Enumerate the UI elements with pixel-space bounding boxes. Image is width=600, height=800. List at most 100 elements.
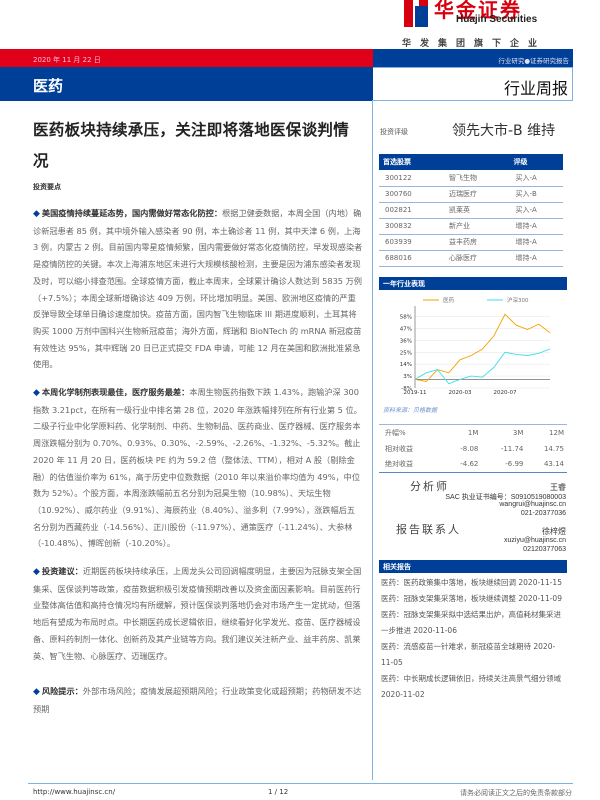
key-point-1: ◆ 美国疫情持续蔓延态势，国内需做好常态化防控：根据卫健委数据，本周全国（内地）确…	[33, 205, 363, 373]
cell: 相对收益	[385, 444, 413, 453]
table-row: 603939 益丰药房 增持-A	[379, 234, 563, 251]
sector-label: 医药	[0, 67, 373, 101]
report-category: 行业研究●证券研究报告	[373, 49, 573, 67]
y-tick-label: 36%	[400, 338, 412, 344]
table-row: 300122 智飞生物 买入-A	[379, 170, 563, 187]
returns-table: 升幅% 1M 3M 12M 相对收益 -8.08 -11.74 14.75 绝对收益 -4.6…	[379, 424, 567, 473]
stock-code: 300832	[379, 218, 444, 235]
page-title: 医药板块持续承压，关注即将落地医保谈判情况	[33, 121, 350, 170]
contact-phone: 02120377063	[523, 546, 566, 553]
key-point-text: 本周生物医药指数下跌 1.43%，跑输沪深 300 指数 3.21pct，在所有…	[33, 387, 362, 549]
stock-rating: 买入-A	[509, 170, 563, 187]
key-point-2: ◆ 本周化学制剂表现最佳，医疗服务最差：本周生物医药指数下跌 1.43%，跑输沪深…	[33, 384, 363, 552]
contact-email[interactable]: xuziyu@huajinsc.cn	[504, 537, 566, 544]
table-row: 300832 新产业 增持-A	[379, 218, 563, 235]
stock-rating: 增持-A	[509, 250, 563, 267]
y-tick-label: 3%	[403, 374, 412, 380]
cell: -4.62	[460, 460, 479, 469]
returns-header: 升幅%	[385, 428, 406, 437]
stock-code: 603939	[379, 234, 444, 251]
series-line-0	[414, 313, 551, 382]
related-report-item[interactable]: 医药：冠脉支架集采拟中选结果出炉，高值耗材集采进一步推进 2020-11-06	[381, 610, 561, 635]
contact-name: 徐梓煜	[542, 527, 566, 536]
related-reports-list: 医药：医药政策集中落地，板块继续回调 2020-11-15 医药：冠脉支架集采落地…	[381, 575, 567, 703]
chart-source: 资料来源：贝格数据	[383, 407, 438, 414]
stock-code: 300122	[379, 170, 444, 187]
th-stock: 首选股票	[379, 154, 444, 170]
stock-rating: 增持-A	[509, 218, 563, 235]
key-point-lead: 风险提示：	[41, 686, 83, 696]
contact-heading: 报告联系人	[396, 523, 461, 536]
stock-name: 心脉医疗	[443, 250, 510, 267]
related-report-item[interactable]: 医药：中长期成长逻辑依旧，持续关注高景气细分领域 2020-11-02	[381, 674, 561, 699]
key-points-heading: 投资要点	[33, 183, 61, 191]
stock-code: 002821	[379, 202, 444, 219]
th-rating: 评级	[509, 154, 563, 170]
key-point-lead: 本周化学制剂表现最佳，医疗服务最差：	[41, 387, 190, 397]
stock-name: 凯莱英	[443, 202, 510, 219]
performance-heading: 一年行业表现	[379, 277, 567, 290]
y-tick-label: 25%	[400, 350, 412, 356]
stock-rating: 买入-A	[509, 202, 563, 219]
footer-url[interactable]: http://www.huajinsc.cn/	[33, 788, 116, 796]
performance-chart: -8% 3% 14% 25% 36% 47% 58% 2019-11 2020-03 2020-0…	[400, 296, 551, 396]
brand-name-en: Huajin Securities	[456, 14, 538, 25]
cell: 14.75	[543, 444, 564, 453]
key-point-text: 近期医药板块持续承压，上周龙头公司回调幅度明显，主要因为冠脉支架全国集采、医保谈…	[33, 566, 362, 661]
related-report-item[interactable]: 医药：流感疫苗一针难求，新冠疫苗全球期待 2020-11-05	[381, 642, 556, 667]
report-date: 2020 年 11 月 22 日	[0, 49, 373, 67]
analyst-name: 王睿	[550, 483, 566, 492]
y-tick-label: 14%	[400, 362, 412, 368]
stock-name: 迈瑞医疗	[443, 186, 510, 203]
returns-header: 3M	[512, 428, 524, 437]
table-row: 绝对收益 -4.62 -6.99 43.14	[379, 457, 567, 473]
bullet-diamond-icon: ◆	[33, 567, 40, 577]
analyst-email[interactable]: wangrui@huajinsc.cn	[499, 501, 566, 508]
key-point-text: 根据卫健委数据，本周全国（内地）确诊新冠患者 85 例，其中境外输入感染者 90…	[33, 208, 363, 370]
related-reports-heading: 相关报告	[379, 560, 567, 573]
analyst-heading: 分析师	[410, 480, 449, 493]
x-tick-label: 2020-07	[494, 390, 517, 396]
logo-mark-icon	[404, 0, 428, 27]
analyst-phone: 021-20377036	[520, 510, 566, 517]
series-line-1	[414, 348, 551, 385]
stock-name: 益丰药房	[443, 234, 510, 251]
related-report-item[interactable]: 医药：医药政策集中落地，板块继续回调 2020-11-15	[381, 578, 562, 587]
rating-label: 投资评级	[380, 128, 408, 136]
key-point-3: ◆ 投资建议：近期医药板块持续承压，上周龙头公司回调幅度明显，主要因为冠脉支架全国…	[33, 563, 363, 664]
report-type: 行业周报	[373, 67, 573, 101]
footer-disclaimer: 请务必阅读正文之后的免责条款部分	[460, 789, 572, 797]
stock-rating: 增持-A	[509, 234, 563, 251]
cell: -11.74	[500, 444, 524, 453]
returns-header: 1M	[467, 428, 479, 437]
bullet-diamond-icon: ◆	[33, 388, 40, 398]
footer-divider	[28, 783, 573, 784]
cell: 43.14	[543, 460, 564, 469]
related-report-item[interactable]: 医药：冠脉支架集采落地，板块继续调整 2020-11-09	[381, 594, 562, 603]
stock-name: 智飞生物	[443, 170, 510, 187]
stock-code: 688016	[379, 250, 444, 267]
y-tick-label: 58%	[400, 315, 412, 321]
cell: -8.08	[460, 444, 479, 453]
table-row: 300760 迈瑞医疗 买入-B	[379, 186, 563, 203]
column-divider	[372, 100, 373, 780]
key-point-4: ◆ 风险提示：外部市场风险；疫情发展超预期风险；行业政策变化或超预期；药物研发不达…	[33, 683, 363, 717]
th-name	[443, 154, 510, 170]
y-tick-label: -8%	[401, 386, 412, 392]
stock-name: 新产业	[443, 218, 510, 235]
cell: 绝对收益	[385, 460, 413, 469]
brand-name-cn: 华金证券	[434, 0, 522, 22]
bullet-diamond-icon: ◆	[33, 209, 40, 219]
rating-value: 领先大市-B 维持	[452, 123, 556, 139]
bullet-diamond-icon: ◆	[33, 687, 40, 697]
cell: -6.99	[505, 460, 524, 469]
top-picks-table: 首选股票 评级 300122 智飞生物 买入-A 300760 迈瑞医疗 买入-B 00282…	[379, 154, 563, 267]
legend-label: 沪深300	[507, 296, 529, 304]
stock-code: 300760	[379, 186, 444, 203]
key-point-text: 外部市场风险；疫情发展超预期风险；行业政策变化或超预期；药物研发不达预期	[33, 686, 362, 714]
key-point-lead: 投资建议：	[41, 566, 83, 576]
returns-header: 12M	[549, 428, 564, 437]
y-tick-label: 47%	[400, 326, 412, 332]
analyst-cert: SAC 执业证书编号：S0910519080003	[445, 494, 566, 501]
group-tagline: 华发集团旗下企业	[402, 39, 547, 49]
